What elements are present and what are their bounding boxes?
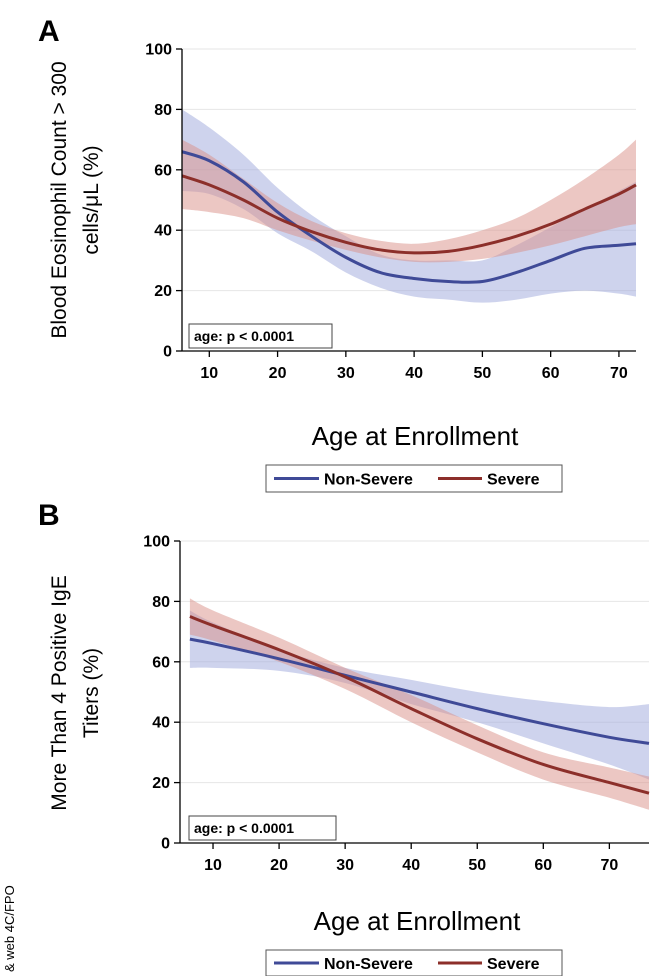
confidence-band-severe [182,139,636,263]
x-tick-label: 70 [600,857,618,874]
x-tick-label: 10 [200,365,218,382]
x-tick-label: 50 [473,365,491,382]
y-axis-title-line-1: More Than 4 Positive IgE [48,575,71,810]
y-tick-label: 80 [152,594,170,611]
series-line-non-severe [181,150,637,284]
annotation-text: age: p < 0.0001 [194,328,294,344]
y-axis-title-line-1: Blood Eosinophil Count > 300 [48,61,71,338]
annotation-box [188,323,333,349]
legend-label-severe: Severe [487,956,540,973]
x-axis-title: Age at Enrollment [312,421,519,451]
y-tick-label: 60 [154,162,172,179]
x-tick-label: 30 [336,857,354,874]
chart-panel-b: B More Than 4 Positive IgE Titers (%) 0 20 40… [38,499,650,976]
side-note: & web 4C/FPO [2,885,17,972]
legend-label-severe: Severe [487,472,540,489]
y-tick-label: 40 [152,715,170,732]
x-tick-label: 50 [468,857,486,874]
panel-letter: B [38,499,60,532]
confidence-band-severe [189,598,649,810]
y-tick-label: 40 [154,223,172,240]
confidence-band-non-severe [182,109,636,303]
legend-label-non-severe: Non-Severe [324,472,413,489]
y-tick-label: 100 [145,42,172,59]
y-tick-label: 100 [143,534,170,551]
x-tick-label: 60 [534,857,552,874]
y-tick-label: 20 [152,775,170,792]
y-tick-label: 80 [154,102,172,119]
legend-box [265,464,563,493]
x-tick-label: 20 [270,857,288,874]
x-tick-label: 70 [610,365,628,382]
series-line-severe [189,615,650,795]
x-tick-label: 40 [402,857,420,874]
x-tick-label: 30 [337,365,355,382]
chart-panel-a: A Blood Eosinophil Count > 300 cells/μL (%… [38,15,637,493]
y-axis-title-line-2: Titers (%) [80,648,103,738]
annotation-text: age: p < 0.0001 [194,820,294,836]
y-axis-title-line-2: cells/μL (%) [80,145,103,254]
y-tick-label: 0 [163,344,172,361]
annotation-box [188,815,337,841]
series-line-severe [181,174,637,255]
legend: Non-Severe Severe [265,464,563,493]
x-tick-label: 20 [269,365,287,382]
x-axis-title: Age at Enrollment [314,906,521,936]
x-tick-label: 10 [204,857,222,874]
legend: Non-Severe Severe [265,949,563,976]
legend-label-non-severe: Non-Severe [324,956,413,973]
y-tick-label: 20 [154,283,172,300]
y-tick-label: 60 [152,654,170,671]
panel-letter: A [38,15,60,48]
x-tick-label: 40 [405,365,423,382]
y-tick-label: 0 [161,836,170,853]
x-tick-label: 60 [542,365,560,382]
series-line-non-severe [189,637,650,745]
